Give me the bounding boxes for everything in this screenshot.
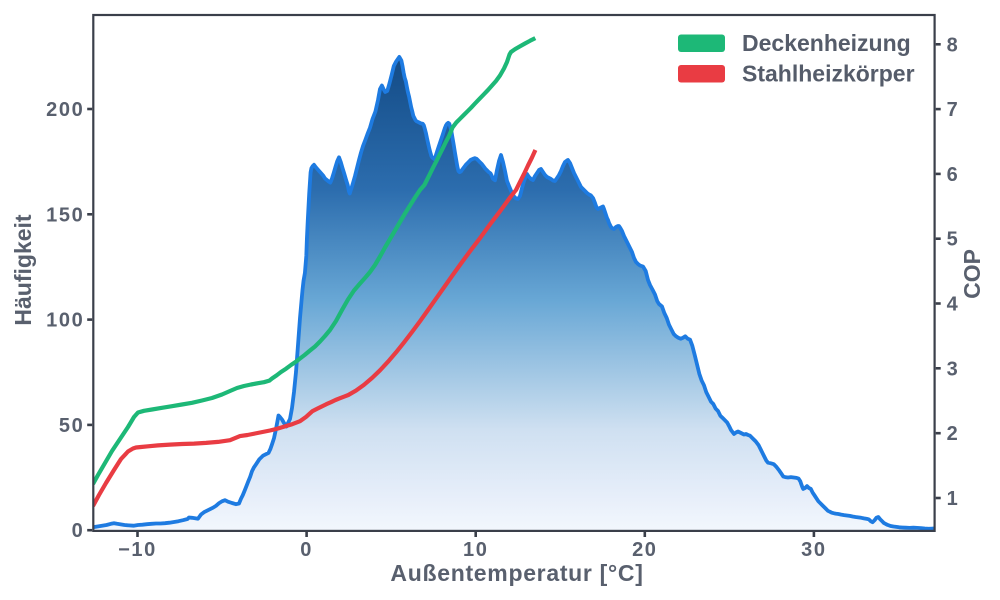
svg-text:Außentemperatur [°C]: Außentemperatur [°C]: [390, 560, 643, 586]
svg-text:10: 10: [463, 539, 488, 561]
svg-text:0: 0: [300, 539, 313, 561]
svg-text:6: 6: [947, 164, 960, 186]
svg-text:4: 4: [947, 294, 960, 316]
svg-text:Stahlheizkörper: Stahlheizkörper: [742, 61, 915, 87]
svg-text:−10: −10: [118, 539, 157, 561]
svg-text:3: 3: [947, 358, 960, 380]
svg-text:Häufigkeit: Häufigkeit: [10, 214, 36, 326]
svg-text:100: 100: [46, 310, 84, 332]
svg-text:5: 5: [947, 229, 960, 251]
svg-text:Deckenheizung: Deckenheizung: [742, 30, 911, 56]
svg-text:200: 200: [46, 99, 84, 121]
svg-text:COP: COP: [959, 249, 985, 299]
svg-text:0: 0: [72, 520, 85, 542]
svg-text:2: 2: [947, 423, 960, 445]
svg-text:7: 7: [947, 99, 960, 121]
svg-text:8: 8: [947, 34, 960, 56]
svg-text:50: 50: [59, 415, 84, 437]
svg-text:30: 30: [801, 539, 826, 561]
svg-text:1: 1: [947, 488, 960, 510]
svg-text:150: 150: [46, 204, 84, 226]
svg-text:20: 20: [632, 539, 657, 561]
